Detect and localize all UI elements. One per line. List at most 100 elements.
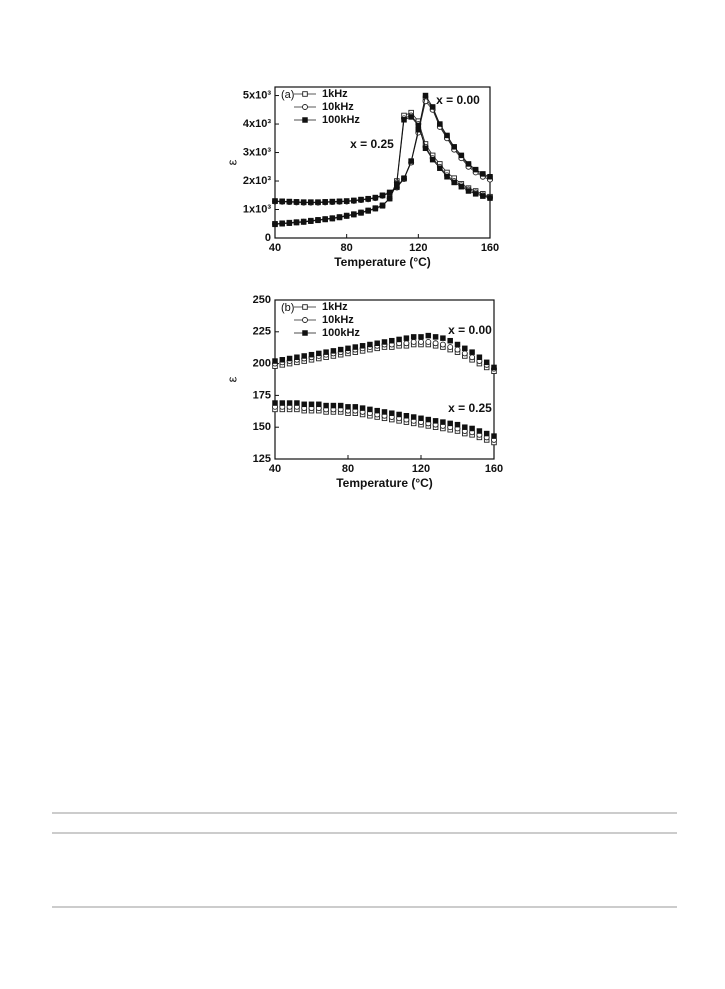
x-axis-label: Temperature (°C) [334,255,431,269]
marker [343,213,350,219]
y-tick-label: 125 [253,453,271,465]
marker [379,192,386,199]
marker [337,402,344,409]
marker [272,198,278,204]
y-tick-label: 4x10³ [243,118,271,130]
marker [447,344,454,351]
marker [308,199,314,205]
marker [365,208,371,214]
marker [386,189,393,196]
marker [410,339,417,345]
marker [425,332,432,339]
marker [447,420,453,427]
marker [293,219,300,226]
marker [432,340,439,347]
marker [418,334,424,340]
marker [403,335,410,341]
y-tick-label: 1x10³ [243,203,271,215]
marker [301,353,307,359]
marker [491,364,497,371]
plot-frame [274,86,491,239]
marker [286,198,293,205]
marker [415,122,422,129]
group-label: x = 0.00 [448,323,492,337]
legend-marker [302,117,308,123]
marker [469,349,475,355]
marker [351,197,357,204]
marker [359,343,366,349]
marker [279,221,285,227]
marker [410,414,417,420]
group-label: x = 0.25 [350,137,394,151]
y-tick-label: 250 [253,294,271,306]
marker [425,339,432,345]
marker [437,165,443,171]
marker [386,195,393,202]
marker [301,401,307,408]
marker [352,404,359,410]
marker [372,205,379,212]
marker [352,344,359,350]
marker [462,345,468,352]
x-tick-label: 120 [412,463,430,475]
marker [379,203,386,209]
marker [374,340,380,346]
marker [483,430,490,437]
x-tick-label: 80 [341,242,353,254]
marker [381,409,388,415]
marker [367,341,373,348]
legend-label: 1kHz [322,301,348,313]
marker [330,402,337,409]
marker [365,195,371,202]
marker [425,416,432,423]
panel-label: (b) [281,302,294,314]
marker [300,219,307,225]
x-tick-label: 160 [485,463,503,475]
marker [293,199,300,205]
marker [294,400,300,406]
marker [396,336,402,343]
marker [483,359,490,366]
legend-marker [302,330,308,336]
marker [372,194,379,201]
y-tick-label: 5x10³ [243,89,271,101]
marker [329,198,336,205]
legend-label: 10kHz [322,101,354,113]
marker [323,349,329,355]
legend-label: 10kHz [322,314,354,326]
marker [389,337,395,344]
marker [286,400,293,406]
marker [408,114,414,120]
y-axis-label: ε [224,376,239,382]
marker [476,354,483,360]
marker [359,405,366,411]
marker [286,220,293,226]
marker [374,407,380,414]
marker [315,199,321,205]
marker [472,166,479,173]
marker [476,428,483,434]
marker [272,221,278,228]
marker [487,195,493,201]
y-tick-label: 2x10³ [243,175,271,187]
marker [315,217,321,224]
group-label: x = 0.25 [448,401,492,415]
marker [381,339,388,345]
marker [440,419,446,425]
marker [345,404,351,410]
marker [480,193,486,199]
marker [403,413,410,419]
marker [469,425,475,432]
marker [336,214,343,221]
marker [429,104,436,110]
x-tick-label: 40 [269,463,281,475]
legend-marker [302,104,308,110]
x-tick-label: 80 [342,463,354,475]
marker [286,355,293,362]
marker [308,351,315,358]
marker [345,345,351,352]
marker [336,198,343,204]
marker [330,348,337,354]
marker [337,346,344,353]
